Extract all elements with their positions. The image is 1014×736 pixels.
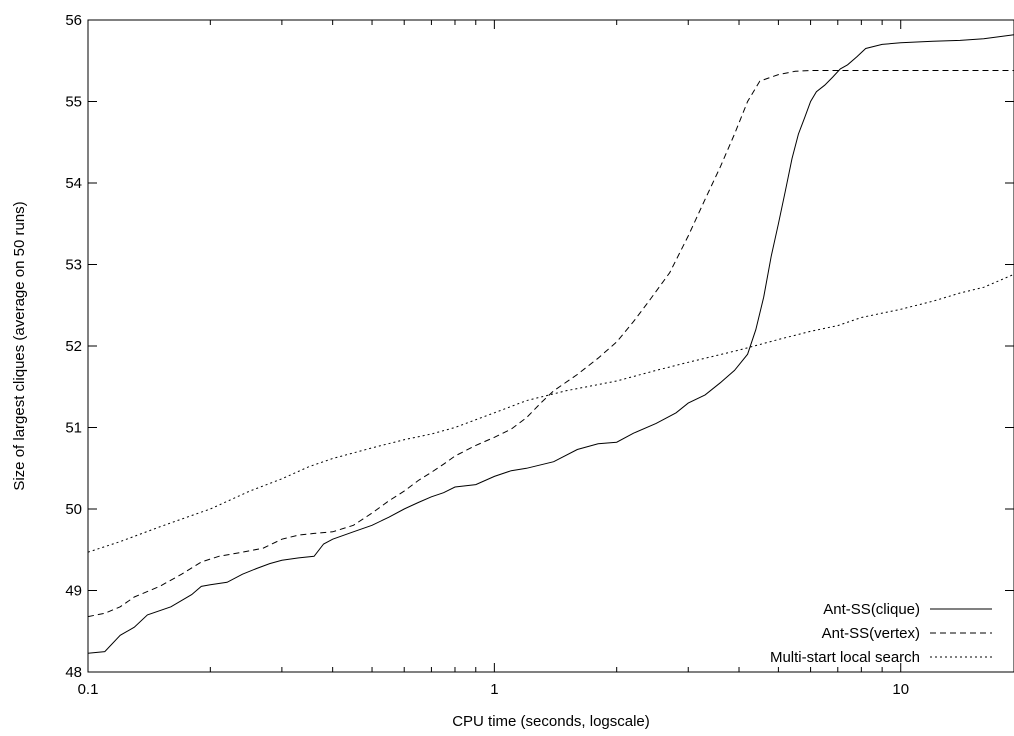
legend-label: Ant-SS(clique) [823, 601, 920, 618]
x-tick-label: 1 [490, 681, 498, 698]
x-tick-label: 0.1 [78, 681, 99, 698]
legend-label: Ant-SS(vertex) [822, 625, 920, 642]
y-axis-label: Size of largest cliques (average on 50 r… [11, 201, 28, 490]
plot-frame [87, 19, 1014, 673]
y-tick-label: 50 [65, 501, 82, 518]
y-tick-label: 52 [65, 338, 82, 355]
y-tick-label: 54 [65, 175, 82, 192]
series-line-1 [87, 34, 1014, 654]
legend: Ant-SS(clique) Ant-SS(vertex) Multi-start … [770, 601, 992, 666]
y-tick-label: 49 [65, 583, 82, 600]
series-line-2 [87, 70, 1014, 618]
y-tick-label: 51 [65, 420, 82, 437]
axis-ticks: 48 49 50 51 52 53 54 55 56 0.1 1 10 [65, 12, 1014, 698]
legend-label: Multi-start local search [770, 649, 920, 666]
series-layer [87, 34, 1014, 654]
x-axis-label: CPU time (seconds, logscale) [452, 713, 650, 730]
series-line-3 [87, 273, 1014, 553]
y-tick-label: 55 [65, 94, 82, 111]
y-tick-label: 48 [65, 664, 82, 681]
x-tick-label: 10 [892, 681, 909, 698]
y-tick-label: 56 [65, 12, 82, 29]
y-tick-label: 53 [65, 257, 82, 274]
